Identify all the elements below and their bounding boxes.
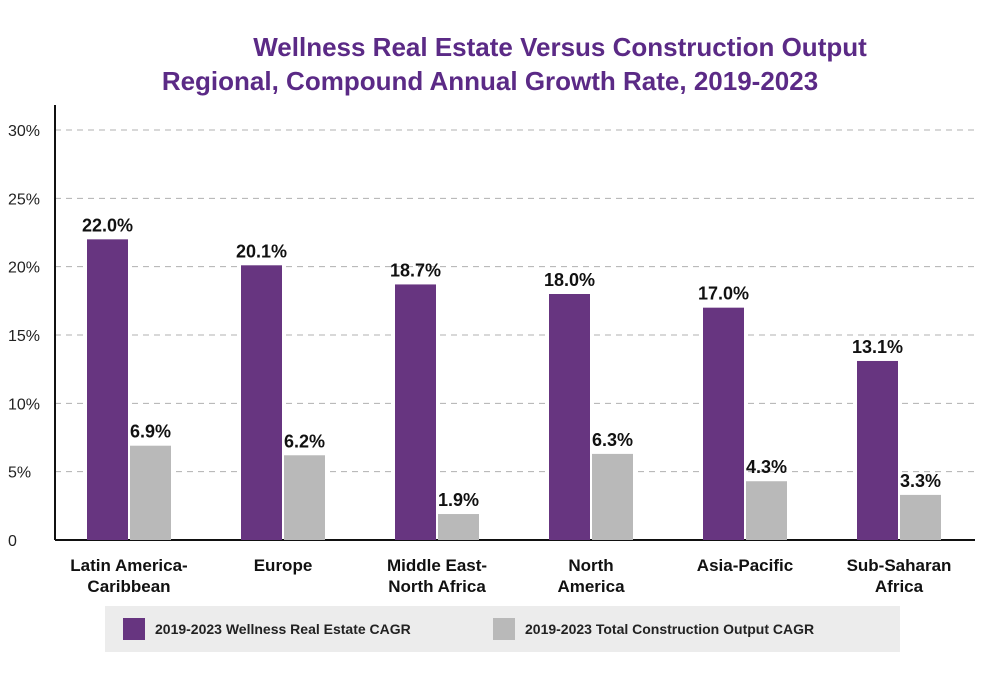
- legend-swatch-construction: [493, 618, 515, 640]
- y-tick-label-20: 20%: [8, 260, 40, 277]
- x-tick-label-3-1: America: [557, 577, 625, 596]
- data-label-wellness-1: 20.1%: [236, 241, 287, 261]
- legend-item-construction: 2019-2023 Total Construction Output CAGR: [493, 618, 814, 640]
- data-label-construction-5: 3.3%: [900, 471, 941, 491]
- x-tick-label-5-1: Africa: [875, 577, 924, 596]
- y-tick-label-25: 25%: [8, 191, 40, 208]
- x-tick-label-0-0: Latin America-: [70, 556, 187, 575]
- y-tick-label-0: 0: [8, 533, 17, 550]
- bar-wellness-3: [549, 294, 590, 540]
- data-label-wellness-0: 22.0%: [82, 215, 133, 235]
- bar-chart: 0 5% 10% 15% 20% 25% 30% 22.0% 6.9% Latin America…: [8, 105, 975, 596]
- bar-wellness-1: [241, 265, 282, 540]
- chart-subtitle: Regional, Compound Annual Growth Rate, 2…: [161, 66, 819, 96]
- y-tick-label-15: 15%: [8, 328, 40, 345]
- legend: 2019-2023 Wellness Real Estate CAGR 2019…: [105, 606, 900, 652]
- bar-construction-5: [900, 494, 941, 540]
- bar-wellness-0: [87, 239, 128, 541]
- x-tick-label-2-0: Middle East-: [387, 556, 487, 575]
- y-tick-label-5: 5%: [8, 465, 31, 482]
- bar-construction-1: [284, 455, 325, 540]
- data-label-wellness-2: 18.7%: [390, 260, 441, 280]
- bar-wellness-4: [703, 307, 744, 540]
- bar-wellness-5: [857, 360, 898, 540]
- x-tick-label-3-0: North: [568, 556, 613, 575]
- chart-title: Wellness Real Estate Versus Construction…: [253, 32, 867, 62]
- data-label-wellness-3: 18.0%: [544, 270, 595, 290]
- y-tick-label-10: 10%: [8, 396, 40, 413]
- bar-construction-0: [130, 445, 171, 540]
- x-tick-label-1-0: Europe: [254, 556, 313, 575]
- x-tick-label-0-1: Caribbean: [87, 577, 170, 596]
- legend-label-wellness: 2019-2023 Wellness Real Estate CAGR: [155, 621, 411, 637]
- data-label-wellness-4: 17.0%: [698, 284, 749, 304]
- legend-label-construction: 2019-2023 Total Construction Output CAGR: [525, 621, 815, 637]
- x-tick-label-5-0: Sub-Saharan: [847, 556, 952, 575]
- data-label-construction-0: 6.9%: [130, 422, 171, 442]
- data-label-construction-3: 6.3%: [592, 430, 633, 450]
- y-tick-label-30: 30%: [8, 123, 40, 140]
- data-label-construction-2: 1.9%: [438, 490, 479, 510]
- legend-swatch-wellness: [123, 618, 145, 640]
- data-label-construction-4: 4.3%: [746, 457, 787, 477]
- data-label-construction-1: 6.2%: [284, 431, 325, 451]
- data-label-wellness-5: 13.1%: [852, 337, 903, 357]
- bar-wellness-2: [395, 284, 436, 540]
- bar-construction-4: [746, 481, 787, 540]
- x-tick-label-2-1: North Africa: [388, 577, 486, 596]
- x-tick-label-4-0: Asia-Pacific: [697, 556, 793, 575]
- bar-construction-3: [592, 453, 633, 540]
- legend-item-wellness: 2019-2023 Wellness Real Estate CAGR: [123, 618, 411, 640]
- bar-construction-2: [438, 514, 479, 540]
